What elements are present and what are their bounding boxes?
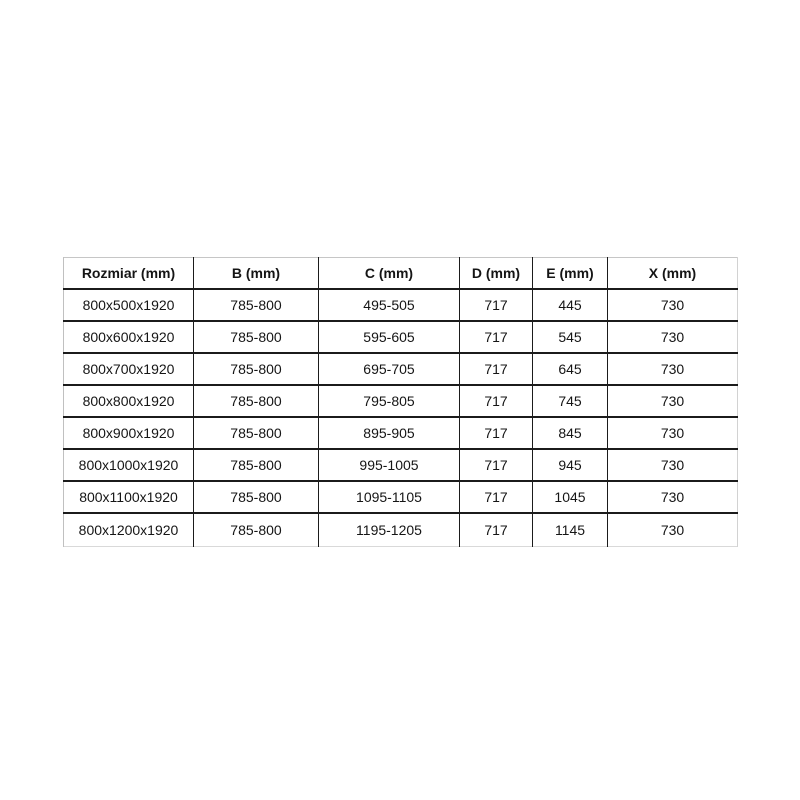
cell-b: 785-800	[193, 481, 319, 513]
cell-d: 717	[459, 481, 533, 513]
table-header: Rozmiar (mm) B (mm) C (mm) D (mm) E (mm)…	[63, 257, 738, 289]
cell-x: 730	[607, 449, 738, 481]
col-header-x: X (mm)	[607, 257, 738, 289]
table-row-2: 800x600x1920 785-800 595-605 717 545 730	[63, 321, 738, 353]
cell-rozmiar: 800x1200x1920	[63, 513, 194, 547]
cell-x: 730	[607, 321, 738, 353]
cell-rozmiar: 800x1100x1920	[63, 481, 194, 513]
cell-b: 785-800	[193, 321, 319, 353]
cell-c: 495-505	[318, 289, 460, 321]
col-header-b: B (mm)	[193, 257, 319, 289]
table-row-7: 800x1100x1920 785-800 1095-1105 717 1045…	[63, 481, 738, 513]
cell-b: 785-800	[193, 353, 319, 385]
cell-rozmiar: 800x900x1920	[63, 417, 194, 449]
cell-rozmiar: 800x700x1920	[63, 353, 194, 385]
cell-x: 730	[607, 289, 738, 321]
cell-e: 645	[532, 353, 608, 385]
col-header-e: E (mm)	[532, 257, 608, 289]
cell-c: 895-905	[318, 417, 460, 449]
cell-d: 717	[459, 417, 533, 449]
table-row-4: 800x800x1920 785-800 795-805 717 745 730	[63, 385, 738, 417]
table-row-3: 800x700x1920 785-800 695-705 717 645 730	[63, 353, 738, 385]
col-header-d: D (mm)	[459, 257, 533, 289]
col-header-c: C (mm)	[318, 257, 460, 289]
cell-b: 785-800	[193, 417, 319, 449]
cell-rozmiar: 800x1000x1920	[63, 449, 194, 481]
table-row-8: 800x1200x1920 785-800 1195-1205 717 1145…	[63, 513, 738, 547]
cell-e: 445	[532, 289, 608, 321]
cell-d: 717	[459, 385, 533, 417]
cell-e: 945	[532, 449, 608, 481]
table-row-1: 800x500x1920 785-800 495-505 717 445 730	[63, 289, 738, 321]
cell-e: 845	[532, 417, 608, 449]
cell-b: 785-800	[193, 513, 319, 547]
cell-rozmiar: 800x600x1920	[63, 321, 194, 353]
cell-b: 785-800	[193, 449, 319, 481]
cell-e: 545	[532, 321, 608, 353]
cell-b: 785-800	[193, 289, 319, 321]
cell-c: 1095-1105	[318, 481, 460, 513]
cell-x: 730	[607, 513, 738, 547]
cell-x: 730	[607, 353, 738, 385]
cell-c: 995-1005	[318, 449, 460, 481]
cell-rozmiar: 800x800x1920	[63, 385, 194, 417]
cell-c: 695-705	[318, 353, 460, 385]
col-header-rozmiar: Rozmiar (mm)	[63, 257, 194, 289]
cell-d: 717	[459, 289, 533, 321]
cell-c: 1195-1205	[318, 513, 460, 547]
cell-d: 717	[459, 513, 533, 547]
cell-c: 795-805	[318, 385, 460, 417]
table-body: 800x500x1920 785-800 495-505 717 445 730…	[63, 289, 738, 547]
cell-b: 785-800	[193, 385, 319, 417]
header-row: Rozmiar (mm) B (mm) C (mm) D (mm) E (mm)…	[63, 257, 738, 289]
cell-x: 730	[607, 417, 738, 449]
table-row-5: 800x900x1920 785-800 895-905 717 845 730	[63, 417, 738, 449]
cell-d: 717	[459, 449, 533, 481]
cell-x: 730	[607, 385, 738, 417]
cell-e: 745	[532, 385, 608, 417]
cell-c: 595-605	[318, 321, 460, 353]
cell-d: 717	[459, 353, 533, 385]
cell-x: 730	[607, 481, 738, 513]
cell-e: 1045	[532, 481, 608, 513]
size-spec-table: Rozmiar (mm) B (mm) C (mm) D (mm) E (mm)…	[63, 257, 738, 547]
cell-e: 1145	[532, 513, 608, 547]
cell-d: 717	[459, 321, 533, 353]
table-row-6: 800x1000x1920 785-800 995-1005 717 945 7…	[63, 449, 738, 481]
cell-rozmiar: 800x500x1920	[63, 289, 194, 321]
